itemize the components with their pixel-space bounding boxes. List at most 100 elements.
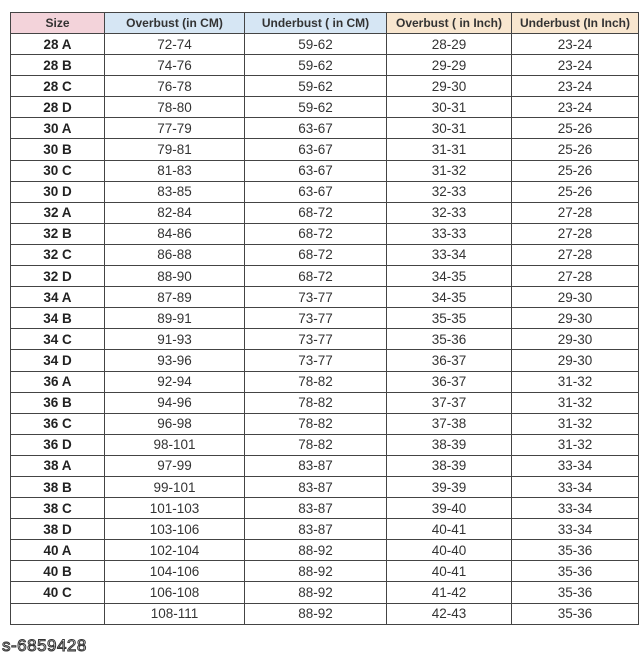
- overbust-inch-cell: 37-37: [386, 391, 512, 414]
- table-row: 28 A 72-74 59-62 28-29 23-24: [10, 32, 639, 56]
- underbust-inch-cell: 29-30: [511, 328, 639, 351]
- overbust-inch-cell: 35-36: [386, 328, 512, 351]
- size-cell: 36 B: [10, 391, 105, 414]
- table-row: 34 D 93-96 73-77 36-37 29-30: [10, 349, 639, 372]
- size-chart-table: Size Overbust (in CM) Underbust ( in CM)…: [10, 12, 639, 625]
- table-row: 36 B 94-96 78-82 37-37 31-32: [10, 391, 639, 414]
- overbust-inch-cell: 38-39: [386, 454, 512, 477]
- table-row: 32 B 84-86 68-72 33-33 27-28: [10, 222, 639, 245]
- overbust-inch-cell: 34-35: [386, 265, 512, 288]
- overbust-inch-cell: 35-35: [386, 307, 512, 330]
- overbust-inch-cell: 31-31: [386, 138, 512, 161]
- overbust-inch-cell: 34-35: [386, 286, 512, 309]
- underbust-cm-cell: 88-92: [244, 602, 387, 625]
- table-row: 40 A 102-104 88-92 40-40 35-36: [10, 539, 639, 562]
- underbust-inch-cell: 33-34: [511, 475, 639, 499]
- size-cell: 30 C: [10, 159, 105, 182]
- underbust-cm-cell: 68-72: [244, 201, 387, 224]
- underbust-inch-cell: 29-30: [511, 349, 639, 372]
- overbust-inch-cell: 30-31: [386, 96, 512, 119]
- overbust-cm-cell: 102-104: [104, 539, 245, 562]
- table-row: 38 D 103-106 83-87 40-41 33-34: [10, 518, 639, 541]
- overbust-cm-cell: 88-90: [104, 265, 245, 288]
- overbust-inch-cell: 33-34: [386, 243, 512, 267]
- table-row: 38 A 97-99 83-87 38-39 33-34: [10, 454, 639, 477]
- header-overbust-cm: Overbust (in CM): [104, 12, 245, 34]
- underbust-inch-cell: 23-24: [511, 54, 639, 77]
- size-cell: 34 A: [10, 286, 105, 309]
- underbust-inch-cell: 27-28: [511, 222, 639, 245]
- overbust-inch-cell: 33-33: [386, 222, 512, 245]
- size-cell: 32 A: [10, 201, 105, 224]
- underbust-inch-cell: 31-32: [511, 391, 639, 414]
- underbust-cm-cell: 73-77: [244, 286, 387, 309]
- size-cell: 28 C: [10, 75, 105, 98]
- table-row: 34 B 89-91 73-77 35-35 29-30: [10, 307, 639, 330]
- underbust-cm-cell: 78-82: [244, 391, 387, 414]
- size-cell: [10, 602, 105, 625]
- overbust-cm-cell: 96-98: [104, 412, 245, 435]
- overbust-inch-cell: 36-37: [386, 349, 512, 372]
- underbust-cm-cell: 83-87: [244, 518, 387, 541]
- overbust-cm-cell: 78-80: [104, 96, 245, 119]
- underbust-cm-cell: 68-72: [244, 243, 387, 267]
- underbust-cm-cell: 73-77: [244, 349, 387, 372]
- table-row: 32 C 86-88 68-72 33-34 27-28: [10, 243, 639, 267]
- underbust-cm-cell: 73-77: [244, 307, 387, 330]
- size-cell: 30 D: [10, 180, 105, 203]
- size-cell: 34 C: [10, 328, 105, 351]
- table-row: 34 C 91-93 73-77 35-36 29-30: [10, 328, 639, 351]
- overbust-cm-cell: 72-74: [104, 32, 245, 56]
- overbust-inch-cell: 37-38: [386, 412, 512, 435]
- size-cell: 32 D: [10, 265, 105, 288]
- header-row: Size Overbust (in CM) Underbust ( in CM)…: [10, 12, 639, 34]
- size-cell: 36 A: [10, 370, 105, 393]
- overbust-inch-cell: 39-39: [386, 475, 512, 499]
- table-row: 30 A 77-79 63-67 30-31 25-26: [10, 117, 639, 140]
- overbust-cm-cell: 94-96: [104, 391, 245, 414]
- underbust-cm-cell: 63-67: [244, 159, 387, 182]
- underbust-cm-cell: 88-92: [244, 581, 387, 604]
- underbust-inch-cell: 31-32: [511, 433, 639, 456]
- table-row: 36 C 96-98 78-82 37-38 31-32: [10, 412, 639, 435]
- size-cell: 32 C: [10, 243, 105, 267]
- header-underbust-inch: Underbust (In Inch): [511, 12, 639, 34]
- underbust-cm-cell: 59-62: [244, 96, 387, 119]
- size-cell: 34 B: [10, 307, 105, 330]
- overbust-inch-cell: 42-43: [386, 602, 512, 625]
- underbust-cm-cell: 59-62: [244, 54, 387, 77]
- size-cell: 32 B: [10, 222, 105, 245]
- size-cell: 40 A: [10, 539, 105, 562]
- table-row: 34 A 87-89 73-77 34-35 29-30: [10, 286, 639, 309]
- table-row: 28 C 76-78 59-62 29-30 23-24: [10, 75, 639, 98]
- overbust-cm-cell: 103-106: [104, 518, 245, 541]
- underbust-inch-cell: 25-26: [511, 159, 639, 182]
- overbust-inch-cell: 32-33: [386, 180, 512, 203]
- size-cell: 38 C: [10, 497, 105, 520]
- size-cell: 40 B: [10, 560, 105, 583]
- overbust-cm-cell: 89-91: [104, 307, 245, 330]
- size-cell: 36 D: [10, 433, 105, 456]
- header-overbust-inch: Overbust ( in Inch): [386, 12, 512, 34]
- overbust-cm-cell: 82-84: [104, 201, 245, 224]
- size-cell: 28 B: [10, 54, 105, 77]
- overbust-inch-cell: 36-37: [386, 370, 512, 393]
- table-row: 36 D 98-101 78-82 38-39 31-32: [10, 433, 639, 456]
- underbust-cm-cell: 73-77: [244, 328, 387, 351]
- table-row: 30 C 81-83 63-67 31-32 25-26: [10, 159, 639, 182]
- underbust-cm-cell: 68-72: [244, 265, 387, 288]
- overbust-cm-cell: 108-111: [104, 602, 245, 625]
- size-cell: 36 C: [10, 412, 105, 435]
- underbust-cm-cell: 78-82: [244, 412, 387, 435]
- underbust-cm-cell: 88-92: [244, 539, 387, 562]
- table-row: 40 B 104-106 88-92 40-41 35-36: [10, 560, 639, 583]
- underbust-inch-cell: 27-28: [511, 243, 639, 267]
- underbust-inch-cell: 23-24: [511, 75, 639, 98]
- overbust-cm-cell: 77-79: [104, 117, 245, 140]
- underbust-inch-cell: 33-34: [511, 497, 639, 520]
- underbust-inch-cell: 35-36: [511, 581, 639, 604]
- table-row: 38 C 101-103 83-87 39-40 33-34: [10, 497, 639, 520]
- overbust-cm-cell: 104-106: [104, 560, 245, 583]
- size-cell: 34 D: [10, 349, 105, 372]
- underbust-inch-cell: 29-30: [511, 307, 639, 330]
